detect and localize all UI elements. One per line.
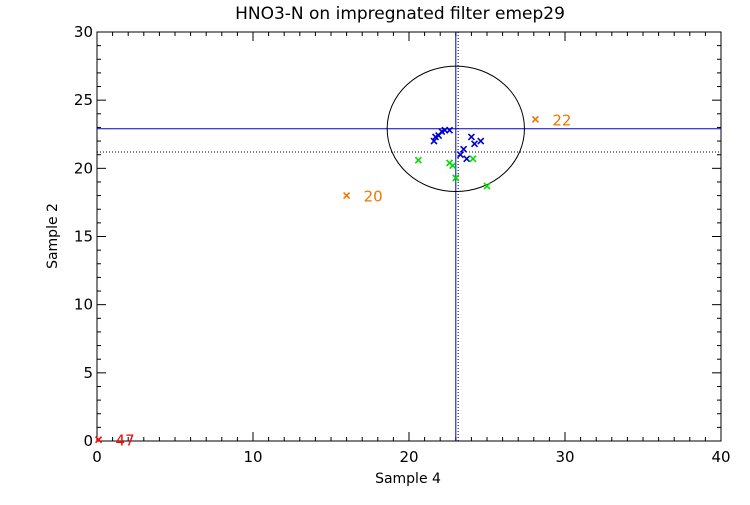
point-stroke [470,140,479,148]
data-point [483,182,491,190]
data-point [477,137,485,145]
point-stroke [452,174,460,182]
point-stroke [456,151,465,159]
x-tick-label: 10 [243,448,262,466]
x-tick-label: 20 [399,448,418,466]
data-points: 20 22 47 [94,111,571,450]
data-point [467,133,475,141]
point-stroke [531,115,539,123]
point-stroke [430,137,438,145]
data-point [343,192,351,200]
data-point [414,156,422,164]
data-point [456,151,465,159]
x-tick-label: 30 [555,448,574,466]
y-tick-label: 20 [74,159,93,177]
x-axis-label: Sample 4 [375,471,441,487]
data-point [460,145,468,153]
y-tick-label: 0 [83,432,93,450]
plot-axes: 0 10 20 30 40 0 5 10 15 20 25 30 [74,23,731,466]
point-stroke [343,192,351,200]
point-label: 47 [116,432,135,450]
point-stroke [94,436,103,444]
y-tick-label: 10 [74,296,93,314]
data-point [449,162,457,170]
data-point [430,137,438,145]
point-stroke [460,145,468,153]
point-stroke [477,137,485,145]
data-point [463,155,471,163]
point-label: 20 [364,188,383,206]
confidence-ellipse-layer [386,65,525,193]
confidence-ellipse [386,65,525,193]
point-stroke [467,133,475,141]
point-stroke [449,162,457,170]
y-axis-label: Sample 2 [45,203,61,269]
data-point [469,155,477,163]
point-stroke [445,126,454,134]
x-tick-label: 40 [711,448,730,466]
point-label: 22 [552,111,571,129]
point-stroke [483,182,491,190]
data-point [445,126,454,134]
data-point [94,436,103,444]
point-stroke [463,155,471,163]
y-tick-label: 5 [83,364,93,382]
data-point [531,115,539,123]
point-stroke [469,155,477,163]
plot-frame [96,31,722,442]
x-tick-label: 0 [92,448,102,466]
data-point [470,140,479,148]
chart-title: HNO3-N on impregnated filter emep29 [235,4,565,24]
data-point [452,174,460,182]
y-tick-label: 30 [74,23,93,41]
reference-lines [97,32,721,441]
y-tick-label: 15 [74,228,93,246]
y-tick-label: 25 [74,91,93,109]
point-stroke [414,156,422,164]
